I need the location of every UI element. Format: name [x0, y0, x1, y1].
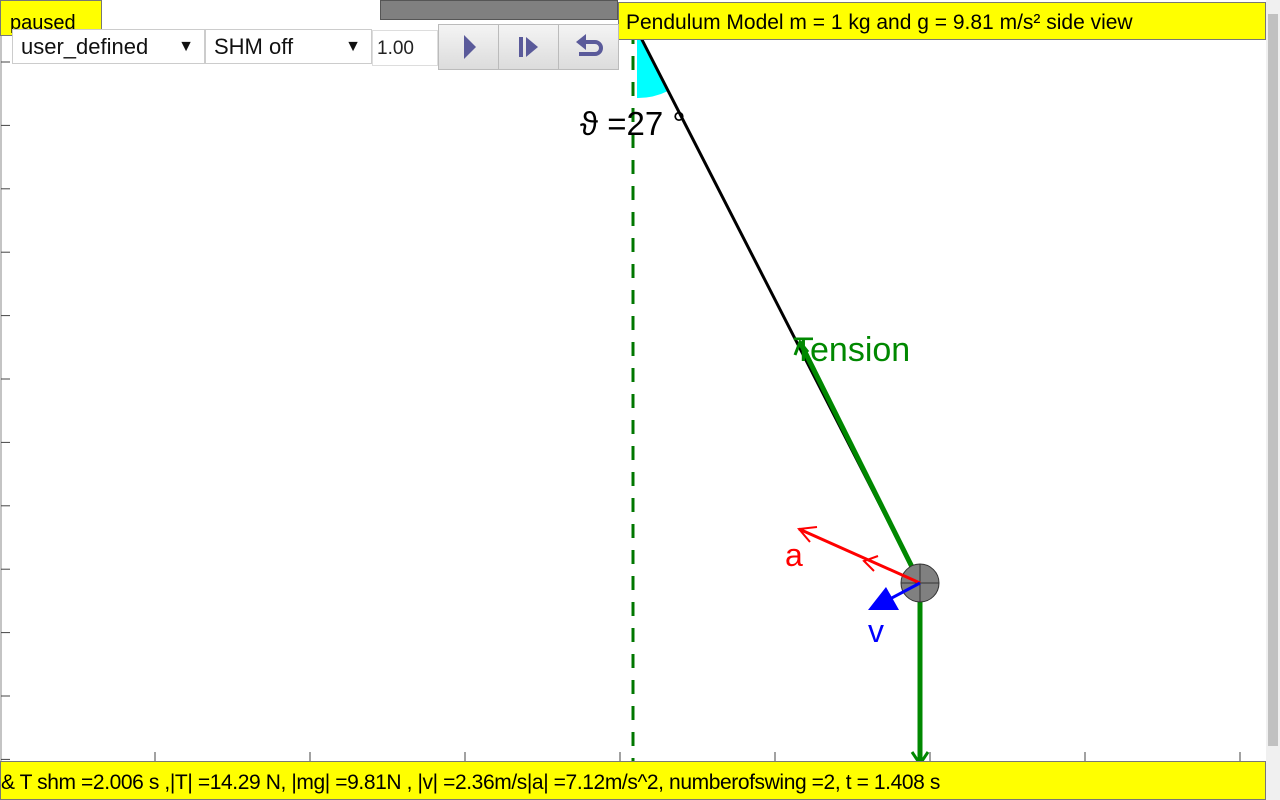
page-title: Pendulum Model m = 1 kg and g = 9.81 m/s… [618, 2, 1266, 40]
chevron-down-icon: ▼ [345, 38, 361, 55]
tension-label: Tension [793, 331, 910, 369]
axis-ticks [1, 61, 1241, 800]
tension-arrowhead [793, 339, 810, 356]
model-select-value: user_defined [21, 34, 149, 59]
chevron-down-icon: ▼ [178, 38, 194, 55]
acceleration-label: a [785, 537, 803, 573]
shm-select-value: SHM off [214, 34, 294, 59]
acceleration-midarrow [862, 555, 879, 572]
model-select[interactable]: user_defined ▼ [12, 29, 205, 64]
play-button[interactable] [438, 24, 499, 70]
top-panel [380, 0, 618, 20]
status-line: & T shm =2.006 s ,|T| =14.29 N, |mg| =9.… [0, 761, 1266, 800]
step-icon [518, 37, 538, 57]
reset-icon [575, 34, 603, 56]
velocity-vector [887, 581, 921, 602]
shm-select[interactable]: SHM off ▼ [205, 29, 372, 64]
velocity-label: v [868, 613, 884, 649]
reset-button[interactable] [558, 24, 619, 70]
angle-label: ϑ =27 ° [580, 105, 686, 142]
acceleration-vector [798, 527, 921, 585]
step-button[interactable] [498, 24, 559, 70]
acceleration-arrowhead [797, 526, 818, 543]
rate-input[interactable]: 1.00 [372, 30, 438, 66]
velocity-arrowhead [868, 587, 899, 610]
tension-vector [797, 340, 923, 585]
play-icon [463, 35, 476, 59]
scrollbar-thumb[interactable] [1268, 14, 1278, 746]
